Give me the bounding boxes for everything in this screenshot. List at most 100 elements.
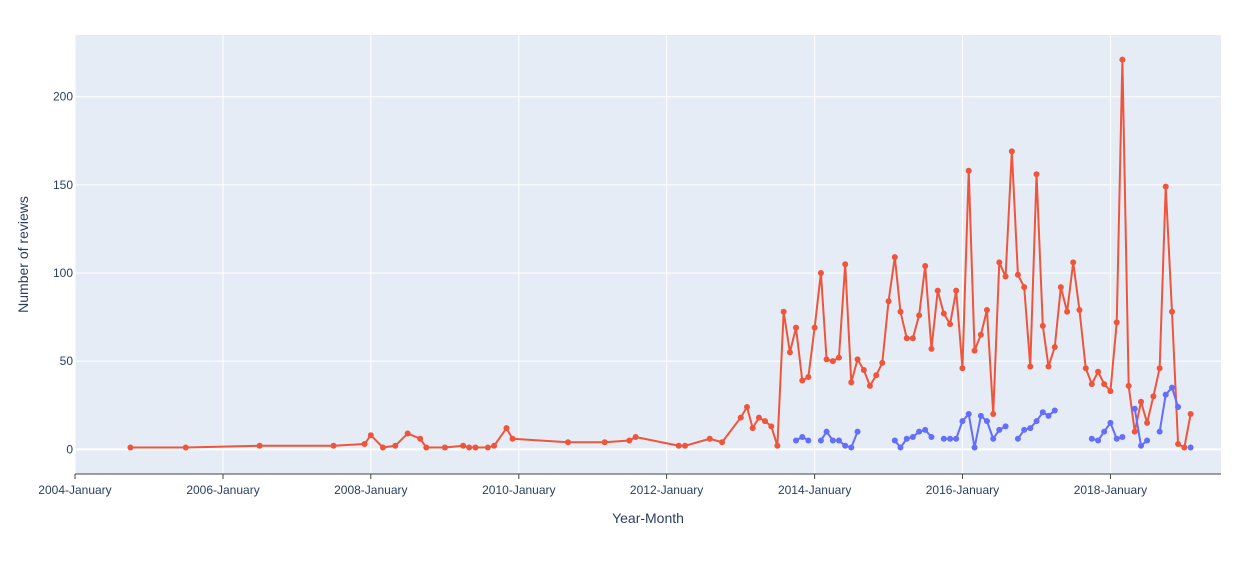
data-point bbox=[1119, 433, 1126, 440]
y-axis-title: Number of reviews bbox=[15, 196, 31, 313]
data-point bbox=[977, 331, 984, 338]
data-point bbox=[842, 261, 849, 268]
data-point bbox=[940, 435, 947, 442]
data-point bbox=[626, 437, 633, 444]
data-point bbox=[860, 366, 867, 373]
data-point bbox=[873, 372, 880, 379]
data-point bbox=[1033, 418, 1040, 425]
data-point bbox=[755, 414, 762, 421]
data-point bbox=[182, 444, 189, 451]
data-point bbox=[983, 418, 990, 425]
data-point bbox=[891, 254, 898, 261]
data-point bbox=[1002, 423, 1009, 430]
y-tick-label: 150 bbox=[53, 178, 73, 192]
x-axis-ticks: 2004-January 2006-January 2008-January 2010… bbox=[38, 473, 1221, 497]
data-point bbox=[805, 374, 812, 381]
data-point bbox=[823, 356, 830, 363]
data-point bbox=[1107, 388, 1114, 395]
data-point bbox=[879, 359, 886, 366]
data-point bbox=[983, 307, 990, 314]
data-point bbox=[1187, 444, 1194, 451]
data-point bbox=[897, 308, 904, 315]
data-point bbox=[1131, 405, 1138, 412]
data-point bbox=[1138, 442, 1145, 449]
data-point bbox=[417, 435, 424, 442]
data-point bbox=[1051, 344, 1058, 351]
data-point bbox=[903, 335, 910, 342]
data-point bbox=[1033, 171, 1040, 178]
data-point bbox=[1088, 381, 1095, 388]
data-point bbox=[1119, 56, 1126, 63]
x-tick-label: 2014-January bbox=[778, 483, 851, 497]
x-tick-label: 2006-January bbox=[186, 483, 259, 497]
y-gridlines bbox=[75, 96, 1221, 451]
data-point bbox=[466, 444, 473, 451]
data-point bbox=[423, 444, 430, 451]
data-point bbox=[990, 435, 997, 442]
data-point bbox=[1082, 365, 1089, 372]
data-point bbox=[934, 287, 941, 294]
data-point bbox=[848, 444, 855, 451]
data-point bbox=[1113, 435, 1120, 442]
data-point bbox=[460, 442, 467, 449]
x-tick-label: 2018-January bbox=[1074, 483, 1147, 497]
x-tick-label: 2012-January bbox=[630, 483, 703, 497]
series-layer bbox=[127, 56, 1194, 451]
data-point bbox=[1144, 437, 1151, 444]
data-point bbox=[829, 358, 836, 365]
data-point bbox=[392, 442, 399, 449]
data-point bbox=[565, 439, 572, 446]
data-point bbox=[947, 321, 954, 328]
data-point bbox=[817, 437, 824, 444]
data-point bbox=[965, 411, 972, 418]
series-line bbox=[1158, 386, 1180, 432]
data-point bbox=[1088, 435, 1095, 442]
data-point bbox=[780, 308, 787, 315]
x-tick-label: 2008-January bbox=[334, 483, 407, 497]
data-point bbox=[379, 444, 386, 451]
data-point bbox=[1057, 284, 1064, 291]
data-point bbox=[903, 435, 910, 442]
data-point bbox=[823, 428, 830, 435]
data-point bbox=[928, 345, 935, 352]
x-tick-label: 2010-January bbox=[482, 483, 555, 497]
data-point bbox=[484, 444, 491, 451]
data-point bbox=[1002, 273, 1009, 280]
data-point bbox=[749, 425, 756, 432]
data-point bbox=[866, 382, 873, 389]
data-point bbox=[799, 433, 806, 440]
data-point bbox=[990, 411, 997, 418]
data-point bbox=[1187, 411, 1194, 418]
data-point bbox=[928, 433, 935, 440]
data-point bbox=[1181, 444, 1188, 451]
data-point bbox=[817, 270, 824, 277]
data-point bbox=[367, 432, 374, 439]
data-point bbox=[891, 437, 898, 444]
data-point bbox=[1175, 404, 1182, 411]
data-point bbox=[330, 442, 337, 449]
data-point bbox=[503, 425, 510, 432]
data-point bbox=[1125, 382, 1132, 389]
data-point bbox=[1144, 419, 1151, 426]
data-point bbox=[1138, 398, 1145, 405]
data-point bbox=[811, 324, 818, 331]
data-point bbox=[1039, 409, 1046, 416]
x-tick-label: 2016-January bbox=[926, 483, 999, 497]
data-point bbox=[1162, 183, 1169, 190]
data-point bbox=[1131, 428, 1138, 435]
data-point bbox=[1027, 425, 1034, 432]
data-point bbox=[1156, 365, 1163, 372]
data-point bbox=[793, 437, 800, 444]
data-point bbox=[1076, 307, 1083, 314]
data-point bbox=[854, 356, 861, 363]
data-point bbox=[774, 442, 781, 449]
y-tick-label: 100 bbox=[53, 266, 73, 280]
data-point bbox=[835, 354, 842, 361]
data-point bbox=[1051, 407, 1058, 414]
data-point bbox=[491, 442, 498, 449]
data-point bbox=[922, 262, 929, 269]
data-point bbox=[1156, 428, 1163, 435]
plot-area bbox=[75, 35, 1221, 474]
data-point bbox=[1169, 384, 1176, 391]
